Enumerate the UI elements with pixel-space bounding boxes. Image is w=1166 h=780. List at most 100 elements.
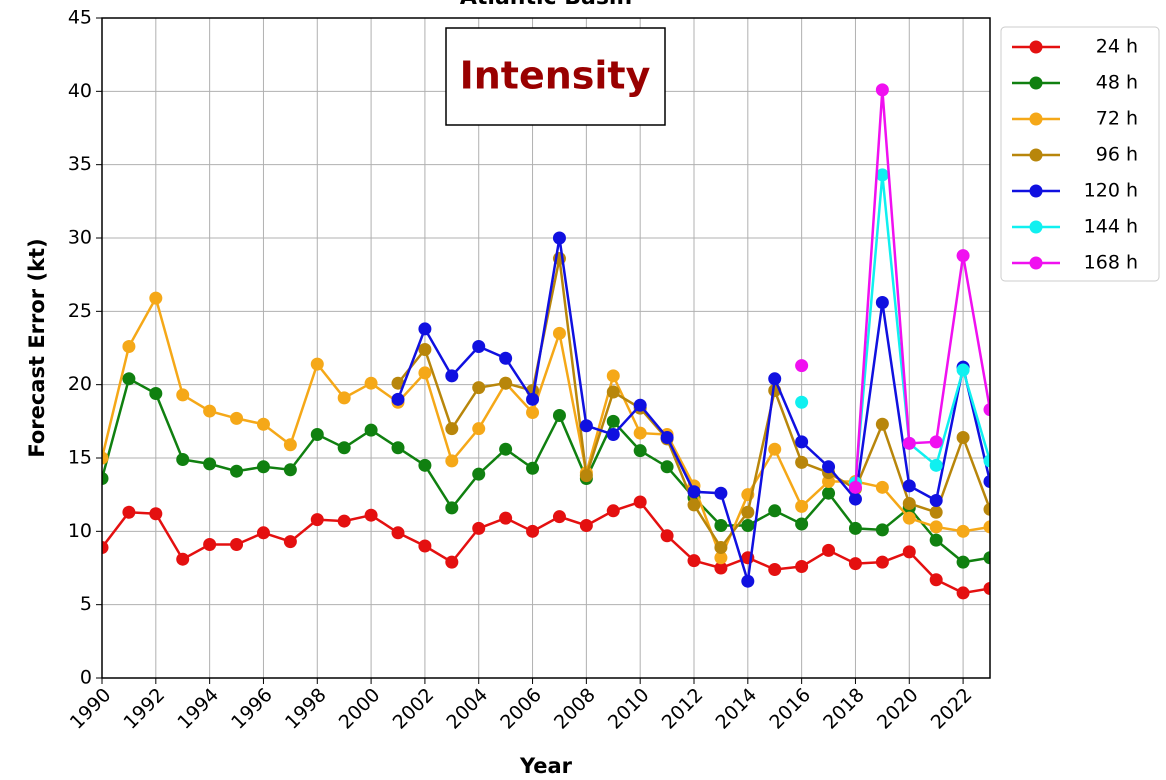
data-point bbox=[902, 496, 916, 510]
x-tick-label: 2004 bbox=[442, 684, 492, 734]
y-tick-label: 20 bbox=[68, 373, 92, 395]
data-point bbox=[822, 543, 836, 557]
data-point bbox=[768, 442, 782, 456]
data-point bbox=[956, 555, 970, 569]
legend-marker bbox=[1029, 40, 1043, 54]
data-point bbox=[445, 501, 459, 515]
data-point bbox=[741, 518, 755, 532]
x-tick-label: 1996 bbox=[227, 684, 277, 734]
data-point bbox=[714, 561, 728, 575]
y-tick-label: 5 bbox=[80, 593, 92, 615]
y-tick-label: 30 bbox=[68, 227, 92, 249]
data-point bbox=[929, 573, 943, 587]
data-point bbox=[741, 505, 755, 519]
x-tick-label: 2018 bbox=[819, 684, 869, 734]
data-point bbox=[902, 511, 916, 525]
data-point bbox=[499, 351, 513, 365]
data-point bbox=[929, 533, 943, 547]
y-tick-label: 10 bbox=[68, 520, 92, 542]
data-point bbox=[418, 366, 432, 380]
data-point bbox=[795, 517, 809, 531]
data-point bbox=[418, 322, 432, 336]
data-point bbox=[768, 504, 782, 518]
x-tick-label: 2002 bbox=[389, 684, 439, 734]
data-point bbox=[552, 326, 566, 340]
data-point bbox=[714, 551, 728, 565]
data-point bbox=[149, 386, 163, 400]
data-point bbox=[149, 507, 163, 521]
x-tick-label: 1990 bbox=[66, 684, 116, 734]
plot-frame bbox=[101, 17, 991, 679]
y-tick-label: 35 bbox=[68, 153, 92, 175]
data-point bbox=[391, 392, 405, 406]
data-point bbox=[983, 474, 990, 488]
data-point bbox=[499, 442, 513, 456]
data-point bbox=[418, 458, 432, 472]
data-point bbox=[795, 560, 809, 574]
data-point bbox=[102, 540, 109, 554]
series-line bbox=[854, 174, 990, 484]
data-point bbox=[526, 524, 540, 538]
data-point bbox=[848, 521, 862, 535]
data-point bbox=[552, 408, 566, 422]
data-point bbox=[848, 557, 862, 571]
data-point bbox=[714, 486, 728, 500]
data-point bbox=[364, 423, 378, 437]
data-point bbox=[579, 419, 593, 433]
data-point bbox=[391, 441, 405, 455]
data-point bbox=[579, 469, 593, 483]
series-line bbox=[102, 376, 990, 564]
data-point bbox=[660, 529, 674, 543]
data-point bbox=[929, 520, 943, 534]
data-point bbox=[606, 385, 620, 399]
data-point bbox=[283, 463, 297, 477]
data-point bbox=[983, 520, 990, 534]
data-point bbox=[310, 357, 324, 371]
data-point bbox=[795, 499, 809, 513]
x-tick-label: 2020 bbox=[873, 684, 923, 734]
data-point bbox=[902, 545, 916, 559]
data-point bbox=[633, 495, 647, 509]
data-point bbox=[633, 426, 647, 440]
data-point bbox=[102, 451, 109, 465]
y-tick-label: 40 bbox=[68, 80, 92, 102]
data-point bbox=[230, 411, 244, 425]
data-point bbox=[902, 436, 916, 450]
data-point bbox=[660, 460, 674, 474]
data-point bbox=[364, 376, 378, 390]
data-point bbox=[606, 504, 620, 518]
data-point bbox=[526, 406, 540, 420]
data-point bbox=[445, 454, 459, 468]
data-point bbox=[149, 291, 163, 305]
legend-box bbox=[1000, 26, 1160, 282]
x-tick-label: 2000 bbox=[335, 684, 385, 734]
legend-label: 48 h bbox=[1096, 72, 1138, 94]
data-point bbox=[687, 498, 701, 512]
data-point bbox=[256, 460, 270, 474]
data-point bbox=[256, 417, 270, 431]
data-point bbox=[795, 435, 809, 449]
y-tick-label: 15 bbox=[68, 447, 92, 469]
data-point bbox=[391, 376, 405, 390]
x-tick-label: 2022 bbox=[927, 684, 977, 734]
plot-area bbox=[102, 83, 990, 600]
data-point bbox=[875, 83, 889, 97]
x-tick-label: 1992 bbox=[119, 684, 169, 734]
annotation-box bbox=[445, 27, 666, 126]
data-point bbox=[445, 555, 459, 569]
data-point bbox=[875, 480, 889, 494]
data-point bbox=[983, 454, 990, 468]
data-point bbox=[606, 369, 620, 383]
legend-label: 96 h bbox=[1096, 144, 1138, 166]
y-tick-label: 45 bbox=[68, 7, 92, 29]
data-point bbox=[552, 510, 566, 524]
annotation: Intensity bbox=[460, 54, 651, 98]
data-point bbox=[176, 452, 190, 466]
data-point bbox=[122, 340, 136, 354]
legend-label: 24 h bbox=[1096, 36, 1138, 58]
y-tick-label: 0 bbox=[80, 667, 92, 689]
data-point bbox=[983, 403, 990, 417]
data-point bbox=[983, 551, 990, 565]
data-point bbox=[445, 369, 459, 383]
data-point bbox=[741, 574, 755, 588]
